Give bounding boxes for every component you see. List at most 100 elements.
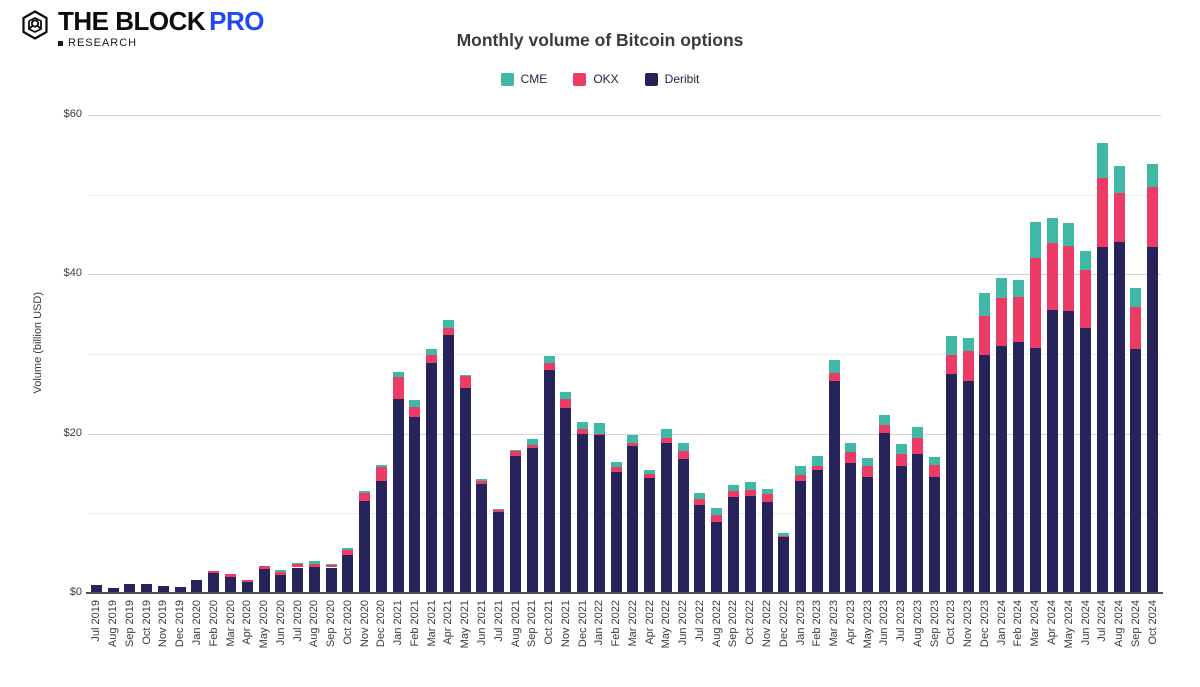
bar-segment-cme-nov-2022 (761, 488, 773, 495)
bar-segment-deribit-feb-2024 (1012, 342, 1024, 593)
bar-segment-deribit-sep-2023 (929, 476, 941, 593)
chart-title: Monthly volume of Bitcoin options (456, 30, 744, 50)
bar-segment-deribit-sep-2020 (325, 567, 337, 593)
bar-segment-deribit-sep-2021 (526, 448, 538, 593)
bar-segment-cme-jun-2021 (476, 479, 488, 481)
bar-segment-deribit-apr-2023 (845, 463, 857, 593)
x-tick-label: Oct 2022 (744, 600, 757, 645)
bar-segment-deribit-may-2020 (258, 569, 270, 593)
bar-segment-cme-sep-2023 (929, 456, 941, 465)
bar-segment-cme-aug-2023 (912, 427, 924, 439)
x-tick-label: Aug 2022 (710, 600, 723, 648)
x-tick-label: Dec 2019 (174, 600, 187, 648)
x-tick-label: Oct 2021 (543, 600, 556, 645)
x-tick-label: Apr 2020 (241, 600, 254, 645)
bar-segment-deribit-aug-2020 (308, 566, 320, 593)
x-tick-label: Feb 2022 (610, 600, 623, 647)
bar-segment-cme-sep-2020 (325, 563, 337, 566)
x-tick-label: Feb 2021 (408, 600, 421, 647)
bar-segment-deribit-mar-2023 (828, 381, 840, 593)
brand-subtitle: RESEARCH (58, 37, 264, 49)
bar-segment-deribit-mar-2021 (426, 362, 438, 593)
x-tick-label: Dec 2022 (777, 600, 790, 648)
bar-segment-cme-mar-2023 (828, 359, 840, 374)
bar-segment-okx-jan-2023 (795, 475, 807, 482)
bar-segment-deribit-jan-2024 (996, 346, 1008, 593)
bar-segment-okx-jun-2021 (476, 480, 488, 484)
bar-segment-okx-apr-2023 (845, 451, 857, 464)
bar-segment-cme-feb-2023 (811, 455, 823, 466)
bar-segment-okx-jun-2022 (677, 451, 689, 460)
bar-segment-deribit-aug-2021 (510, 455, 522, 593)
legend-item-deribit: Deribit (644, 72, 699, 86)
chart-legend: CME OKX Deribit (0, 72, 1200, 86)
x-tick-label: Aug 2021 (509, 600, 522, 648)
bar-segment-deribit-jun-2022 (677, 459, 689, 593)
bar-segment-cme-nov-2020 (359, 491, 371, 493)
x-tick-label: Jul 2023 (895, 600, 908, 642)
gridline-10 (88, 513, 1161, 515)
x-tick-label: Dec 2023 (978, 600, 991, 648)
x-tick-label: Jan 2022 (593, 600, 606, 646)
bar-segment-deribit-oct-2019 (141, 584, 153, 593)
bar-segment-okx-may-2024 (1063, 245, 1075, 311)
bar-segment-deribit-jun-2023 (878, 432, 890, 593)
bar-segment-cme-aug-2022 (711, 507, 723, 515)
bar-segment-deribit-jan-2022 (593, 435, 605, 593)
bar-segment-deribit-apr-2020 (241, 581, 253, 593)
legend-swatch-cme (500, 72, 514, 86)
bar-segment-deribit-dec-2019 (174, 586, 186, 593)
bar-segment-deribit-nov-2019 (157, 585, 169, 593)
bar-segment-okx-feb-2024 (1012, 297, 1024, 343)
x-tick-label: Sep 2024 (1129, 600, 1142, 648)
gridline-30 (88, 354, 1161, 355)
bar-segment-cme-jul-2021 (493, 509, 505, 511)
bar-segment-deribit-apr-2024 (1046, 310, 1058, 593)
gridline-50 (88, 194, 1161, 196)
x-tick-label: Aug 2024 (1113, 600, 1126, 648)
x-tick-label: Mar 2020 (224, 600, 237, 647)
x-tick-label: Nov 2019 (157, 600, 170, 648)
the-block-hexagon-cube-icon (22, 10, 48, 40)
bar-segment-deribit-oct-2021 (543, 369, 555, 593)
bar-segment-okx-nov-2022 (761, 494, 773, 503)
bar-segment-deribit-jun-2024 (1080, 327, 1092, 593)
bar-segment-okx-feb-2022 (610, 467, 622, 472)
bar-segment-deribit-aug-2019 (107, 588, 119, 593)
bar-segment-cme-apr-2022 (644, 470, 656, 475)
x-tick-label: Jun 2023 (878, 600, 891, 646)
x-tick-label: Dec 2020 (375, 600, 388, 648)
brand-name: THE BLOCK PRO (58, 6, 265, 36)
bar-segment-cme-jan-2022 (593, 423, 605, 434)
bar-segment-cme-dec-2022 (778, 533, 790, 536)
bar-segment-cme-sep-2024 (1130, 287, 1142, 307)
bar-segment-deribit-oct-2023 (945, 373, 957, 593)
bar-segment-okx-sep-2022 (727, 491, 739, 498)
brand-name-main: THE BLOCK (58, 6, 206, 36)
legend-swatch-okx (573, 72, 587, 86)
bar-segment-okx-aug-2020 (308, 563, 320, 567)
x-tick-label: Feb 2023 (811, 600, 824, 647)
bar-segment-deribit-jul-2020 (292, 567, 304, 593)
bar-segment-okx-apr-2024 (1046, 243, 1058, 311)
bar-segment-okx-jan-2024 (996, 298, 1008, 347)
bar-segment-cme-nov-2023 (962, 338, 974, 351)
y-tick-label: $40 (63, 267, 82, 280)
bar-segment-deribit-apr-2022 (644, 478, 656, 593)
bar-segment-deribit-mar-2020 (225, 577, 236, 593)
bar-segment-okx-sep-2024 (1130, 306, 1142, 350)
bar-segment-okx-nov-2020 (359, 492, 371, 502)
bar-segment-okx-jan-2022 (593, 433, 605, 436)
x-tick-label: Apr 2023 (844, 600, 857, 645)
bar-segment-cme-may-2024 (1063, 222, 1075, 246)
bar-segment-okx-sep-2020 (325, 565, 337, 568)
bar-segment-okx-aug-2024 (1113, 193, 1125, 242)
x-tick-label: Nov 2021 (559, 600, 572, 648)
bar-segment-okx-dec-2023 (979, 315, 991, 355)
bar-segment-deribit-jul-2024 (1096, 247, 1108, 593)
bar-segment-deribit-feb-2020 (208, 573, 220, 593)
x-tick-label: Sep 2022 (727, 600, 740, 648)
x-tick-label: Jul 2024 (1096, 600, 1109, 642)
bar-segment-cme-jul-2022 (694, 492, 706, 499)
bar-segment-deribit-dec-2021 (577, 433, 589, 593)
